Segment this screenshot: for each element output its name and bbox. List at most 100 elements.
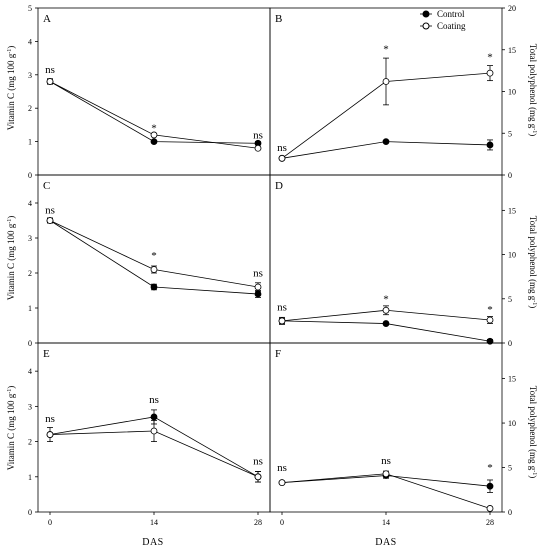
- y-tick-label: 0: [28, 339, 32, 348]
- y-tick-label: 2: [28, 104, 32, 113]
- significance-label: ns: [45, 413, 55, 425]
- coating-line: [281, 473, 491, 509]
- panel-letter: B: [275, 13, 282, 25]
- left-y-label-bottom: Vitamin C (mg 100 g-1): [6, 386, 16, 470]
- panels: 012345Ans*ns05101520Bns**01234Cns*ns0510…: [28, 4, 516, 527]
- coating-point: [150, 266, 158, 273]
- coating-point: [150, 131, 158, 139]
- x-axis-label-left: DAS: [142, 537, 164, 548]
- y-tick-label: 10: [508, 419, 516, 428]
- y-tick-label: 0: [508, 339, 512, 348]
- panel-e: 0 1 2 3 4 0 14 28 Ens ns ns: [28, 342, 271, 527]
- coating-point: [382, 470, 390, 478]
- significance-label: *: [487, 462, 493, 474]
- panel-d: 0 5 10 15 Dns * *: [269, 174, 516, 348]
- significance-label: ns: [253, 129, 263, 141]
- control-point: [150, 138, 158, 146]
- y-tick-label: 3: [28, 234, 32, 243]
- significance-label: *: [383, 43, 389, 55]
- left-y-label-middle: Vitamin C (mg 100 g-1): [6, 216, 16, 300]
- coating-point: [278, 154, 286, 162]
- y-tick-label: 1: [28, 138, 32, 147]
- control-point: [150, 283, 158, 291]
- significance-label: ns: [381, 455, 391, 467]
- significance-label: ns: [253, 268, 263, 280]
- significance-label: ns: [277, 142, 287, 154]
- x-tick-label: 28: [486, 518, 494, 527]
- coating-point: [382, 306, 390, 314]
- left-y-label-top: Vitamin C (mg 100 g-1): [6, 46, 16, 130]
- significance-label: ns: [277, 462, 287, 474]
- significance-label: ns: [45, 205, 55, 217]
- x-tick-label: 0: [48, 518, 52, 527]
- x-tick-label: 14: [382, 518, 390, 527]
- y-tick-label: 10: [508, 88, 516, 97]
- coating-point: [46, 431, 54, 438]
- x-tick-label: 28: [254, 518, 262, 527]
- panel-c: 0 1 2 3 4 Cns * ns: [28, 174, 271, 348]
- significance-label: *: [151, 250, 157, 262]
- control-point: [150, 413, 158, 421]
- significance-label: *: [383, 293, 389, 305]
- y-tick-label: 15: [508, 206, 516, 215]
- legend-control-label: Control: [437, 9, 465, 19]
- significance-label: *: [487, 304, 493, 316]
- significance-label: *: [487, 52, 493, 64]
- significance-label: *: [151, 123, 157, 135]
- y-tick-label: 0: [28, 171, 32, 180]
- control-point: [486, 482, 494, 490]
- control-point: [486, 141, 494, 149]
- coating-point: [382, 78, 390, 85]
- panel-letter: E: [43, 348, 50, 360]
- x-tick-label: 14: [150, 518, 158, 527]
- legend-coating-label: Coating: [437, 21, 466, 31]
- y-tick-label: 2: [28, 438, 32, 447]
- panel-letter: C: [43, 180, 50, 192]
- right-y-label-middle: Total polyphenol (mg g-1): [528, 216, 538, 309]
- y-tick-label: 4: [28, 367, 32, 376]
- coating-point: [254, 473, 262, 481]
- legend-coating-marker: [422, 22, 430, 30]
- y-tick-label: 15: [508, 46, 516, 55]
- y-tick-label: 5: [508, 295, 512, 304]
- control-point: [382, 320, 390, 327]
- significance-label: ns: [149, 394, 159, 406]
- y-tick-label: 10: [508, 251, 516, 260]
- coating-point: [486, 316, 494, 324]
- x-tick-label: 0: [280, 518, 284, 527]
- panel-letter: A: [43, 13, 51, 25]
- y-tick-label: 5: [28, 4, 32, 13]
- right-y-label-top: Total polyphenol (mg g-1): [528, 44, 538, 137]
- panel-frame: [269, 342, 503, 513]
- panel-f: 0 5 10 15 0 14 28 Fns ns *: [269, 342, 516, 527]
- panel-frame: [37, 7, 271, 176]
- y-tick-label: 1: [28, 473, 32, 482]
- y-tick-label: 15: [508, 375, 516, 384]
- significance-label: ns: [45, 64, 55, 76]
- coating-point: [46, 217, 54, 224]
- x-axis-label-right: DAS: [375, 537, 397, 548]
- y-tick-label: 0: [508, 171, 512, 180]
- control-point: [382, 138, 390, 146]
- y-tick-label: 2: [28, 269, 32, 278]
- panel-a: 0 1 2 3 4 5 Ans * ns: [28, 4, 271, 180]
- y-tick-label: 1: [28, 304, 32, 313]
- y-tick-label: 20: [508, 4, 516, 13]
- panel-letter: D: [275, 180, 283, 192]
- significance-label: ns: [253, 455, 263, 467]
- y-tick-label: 4: [28, 37, 32, 46]
- coating-point: [46, 78, 54, 85]
- control-point: [254, 290, 262, 298]
- y-tick-label: 0: [28, 508, 32, 517]
- coating-point: [254, 144, 262, 152]
- y-tick-label: 0: [508, 508, 512, 517]
- panel-b: 0 5 10 15 20 Bns * *: [269, 4, 516, 180]
- panel-letter: F: [275, 348, 281, 360]
- significance-label: ns: [277, 301, 287, 313]
- coating-point: [486, 505, 494, 512]
- y-tick-label: 5: [508, 464, 512, 473]
- legend: Control Coating: [420, 9, 466, 31]
- coating-point: [150, 427, 158, 435]
- y-tick-label: 5: [508, 129, 512, 138]
